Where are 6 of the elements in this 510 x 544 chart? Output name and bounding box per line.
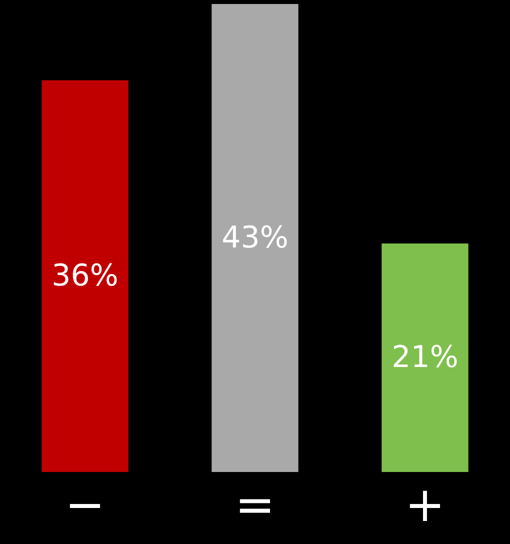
data-label: 43%	[222, 220, 288, 256]
x-tick-label: +	[404, 477, 446, 533]
data-label: 21%	[392, 340, 458, 376]
x-tick-label: =	[234, 477, 276, 533]
data-label: 36%	[52, 258, 118, 294]
x-tick-label: −	[64, 477, 106, 533]
